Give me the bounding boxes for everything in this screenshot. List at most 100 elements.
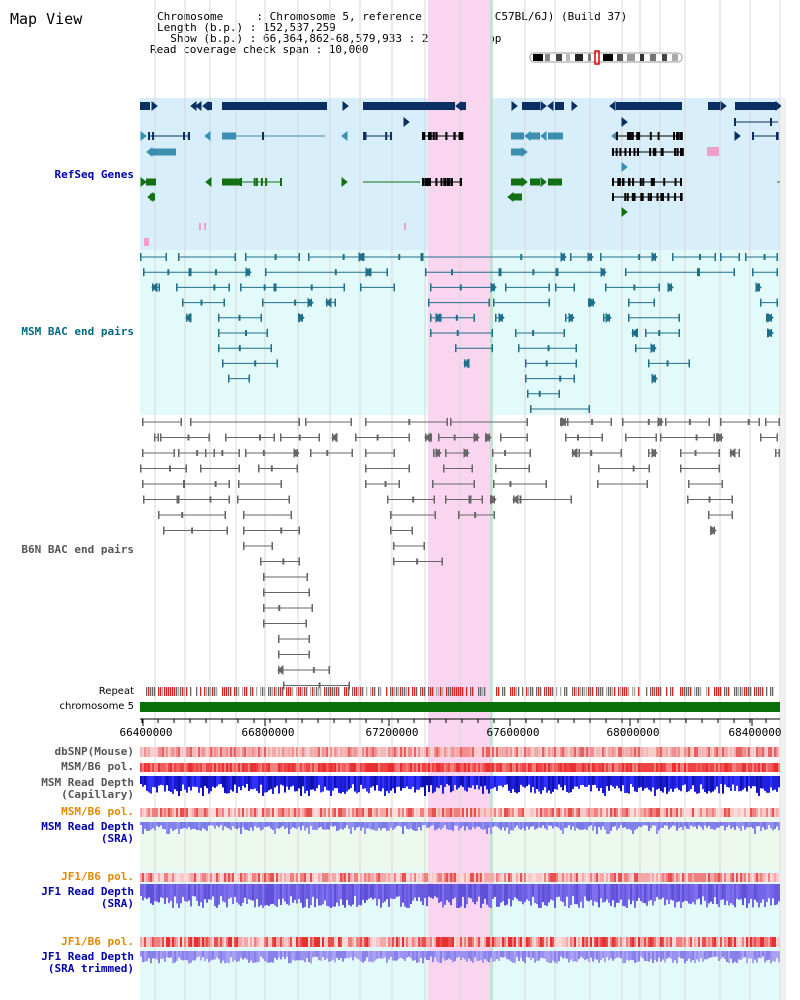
heat-cell	[362, 873, 364, 882]
track-label-refseq[interactable]: RefSeq Genes	[54, 168, 134, 181]
depth-bar	[582, 776, 584, 785]
depth-bar	[438, 884, 440, 903]
heat-cell	[186, 808, 188, 817]
heat-cell	[250, 747, 252, 757]
depth-bar	[274, 884, 276, 906]
heat-cell	[256, 747, 258, 757]
bac-mid-marker	[520, 254, 523, 260]
track-label-msm-depth-capillary[interactable]: MSM Read Depth (Capillary)	[41, 776, 134, 801]
heat-cell	[490, 747, 492, 757]
depth-bar	[622, 951, 624, 964]
heat-cell	[494, 873, 496, 882]
exon	[661, 148, 664, 156]
depth-bar	[670, 776, 672, 789]
depth-bar	[592, 951, 594, 962]
heat-cell	[746, 747, 748, 757]
strand-arrow-icon	[651, 373, 658, 384]
strand-arrow-icon	[621, 206, 628, 218]
heat-cell	[640, 937, 642, 947]
heat-cell	[570, 763, 572, 772]
strand-arrow-icon	[511, 100, 518, 112]
heat-cell	[486, 937, 488, 947]
bac-mid-marker	[342, 254, 345, 260]
heat-cell	[506, 937, 508, 947]
heat-cell	[690, 763, 692, 772]
heat-cell	[456, 747, 458, 757]
track-label-b6n-bac[interactable]: B6N BAC end pairs	[21, 543, 134, 556]
depth-bar	[252, 776, 254, 790]
depth-bar	[358, 951, 360, 960]
heat-cell	[200, 747, 202, 757]
track-label-msm-b6-pol-1[interactable]: MSM/B6 pol.	[61, 760, 134, 773]
track-label-jf1-depth-sra[interactable]: JF1 Read Depth (SRA)	[41, 885, 134, 910]
bac-end-marker	[238, 449, 240, 457]
depth-bar	[268, 822, 270, 827]
bac-end-marker	[271, 542, 273, 550]
heat-cell	[494, 763, 496, 772]
track-label-jf1-b6-pol-1[interactable]: JF1/B6 pol.	[61, 870, 134, 883]
heat-cell	[364, 873, 366, 882]
depth-bar	[506, 822, 508, 828]
depth-bar	[742, 884, 744, 906]
track-label-jf1-b6-pol-2[interactable]: JF1/B6 pol.	[61, 935, 134, 948]
depth-bar	[770, 951, 772, 964]
heat-cell	[194, 747, 196, 757]
depth-bar	[410, 884, 412, 904]
heat-cell	[336, 937, 338, 947]
heat-cell	[676, 873, 678, 882]
depth-bar	[286, 951, 288, 957]
heat-cell	[150, 873, 152, 882]
depth-bar	[160, 822, 162, 826]
heat-cell	[758, 937, 760, 947]
heat-cell	[512, 763, 514, 772]
depth-bar	[768, 884, 770, 899]
heat-cell	[530, 873, 532, 882]
heat-cell	[446, 937, 448, 947]
depth-bar	[432, 776, 434, 794]
depth-bar	[520, 884, 522, 902]
heat-cell	[698, 873, 700, 882]
depth-bar	[214, 822, 216, 829]
bac-end-marker	[278, 650, 280, 659]
repeat-element	[162, 687, 164, 696]
exon	[422, 178, 424, 186]
track-label-dbsnp[interactable]: dbSNP(Mouse)	[54, 745, 134, 758]
heat-cell	[146, 763, 148, 772]
depth-bar	[740, 884, 742, 900]
bac-mid-marker	[312, 667, 315, 673]
refseq-genes	[140, 100, 782, 246]
exon	[667, 193, 670, 201]
track-label-msm-depth-sra[interactable]: MSM Read Depth (SRA)	[41, 820, 134, 845]
depth-bar	[730, 884, 732, 904]
heat-cell	[470, 763, 472, 772]
ideogram-band	[672, 54, 678, 61]
depth-bar	[694, 776, 696, 792]
depth-bar	[676, 776, 678, 788]
heat-cell	[256, 873, 258, 882]
heat-cell	[658, 937, 660, 947]
exon	[427, 178, 430, 186]
heat-cell	[604, 747, 606, 757]
heat-cell	[532, 937, 534, 947]
track-label-msm-b6-pol-2[interactable]: MSM/B6 pol.	[61, 805, 134, 818]
depth-bar	[672, 822, 674, 826]
heat-cell	[258, 808, 260, 817]
track-label-jf1-depth-trimmed[interactable]: JF1 Read Depth (SRA trimmed)	[41, 950, 134, 975]
heat-cell	[254, 873, 256, 882]
depth-bar	[626, 884, 628, 908]
depth-bar	[448, 776, 450, 786]
depth-bar	[364, 951, 366, 961]
bac-mid-marker	[238, 345, 241, 352]
heat-cell	[170, 873, 172, 882]
depth-bar	[260, 951, 262, 957]
bac-end-marker	[528, 464, 530, 473]
depth-bar	[592, 822, 594, 831]
heat-cell	[538, 763, 540, 772]
depth-bar	[664, 776, 666, 788]
heat-cell	[614, 937, 616, 947]
depth-bar	[186, 884, 188, 902]
heat-cell	[518, 873, 520, 882]
track-label-msm-bac[interactable]: MSM BAC end pairs	[21, 325, 134, 338]
exon	[680, 132, 682, 140]
